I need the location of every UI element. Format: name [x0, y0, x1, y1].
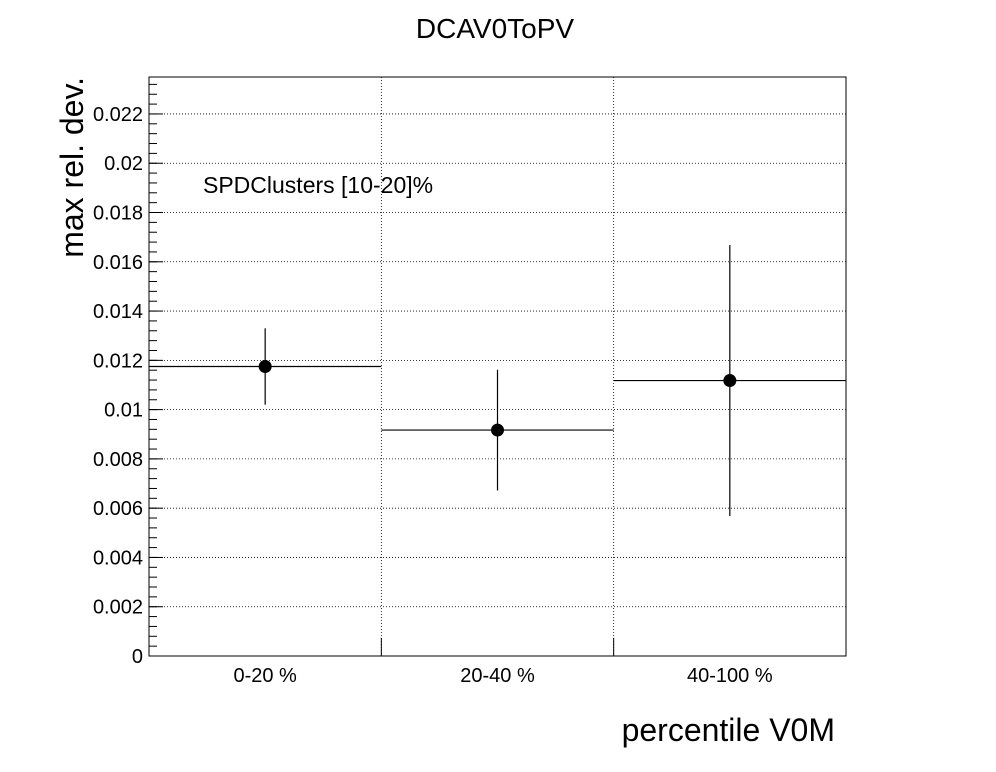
data-point [491, 423, 504, 437]
y-tick-label: 0.008 [93, 449, 143, 471]
y-tick-label: 0.01 [104, 400, 143, 422]
x-tick-label: 40-100 % [687, 665, 773, 687]
y-tick-label: 0.02 [104, 153, 143, 175]
y-tick-label: 0.012 [93, 350, 143, 372]
y-tick-label: 0.004 [93, 547, 143, 569]
annotation-label: SPDClusters [10-20]% [203, 172, 433, 198]
data-point [723, 374, 737, 388]
axis-ticks: 0 0.002 0.004 0.006 0.008 0.01 0.012 0.014 0.016… [93, 83, 773, 687]
y-tick-label: 0 [132, 646, 143, 668]
data-series [149, 245, 846, 517]
y-tick-label: 0.016 [93, 252, 143, 274]
x-tick-label: 20-40 % [460, 665, 535, 687]
chart-title: DCAV0ToPV [416, 13, 575, 44]
y-tick-label: 0.002 [93, 597, 143, 619]
data-point [258, 360, 272, 373]
x-axis-label: percentile V0M [622, 712, 835, 748]
y-tick-label: 0.018 [93, 203, 143, 225]
x-tick-label: 0-20 % [233, 665, 297, 687]
y-tick-label: 0.006 [93, 498, 143, 520]
y-axis-label: max rel. dev. [54, 77, 90, 258]
y-tick-label: 0.014 [93, 301, 143, 323]
y-tick-label: 0.022 [93, 104, 143, 126]
